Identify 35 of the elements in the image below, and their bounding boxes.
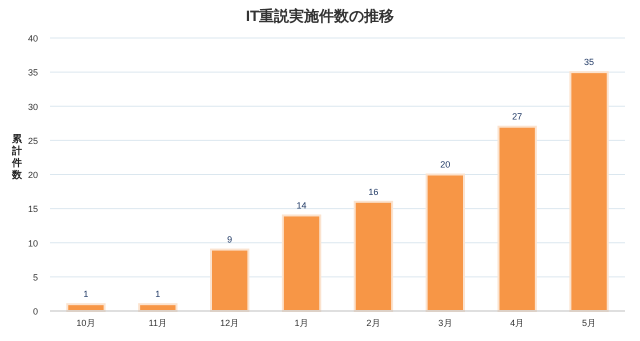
y-tick-label: 0: [32, 306, 38, 316]
data-label: 20: [440, 160, 450, 170]
bar: [138, 303, 178, 312]
data-label: 1: [83, 289, 88, 300]
data-label: 14: [296, 200, 307, 210]
y-axis-title: 累計件数: [11, 133, 23, 181]
x-tick-label: 2月: [366, 318, 380, 328]
data-label: 27: [512, 112, 522, 122]
y-tick-label: 5: [32, 272, 38, 282]
chart-title: IT重説実施件数の推移: [246, 7, 394, 25]
data-label: 9: [227, 234, 232, 245]
x-tick-label: 1月: [294, 318, 309, 328]
data-label: 1: [155, 289, 160, 300]
bar: [426, 174, 465, 312]
data-label: 35: [584, 57, 594, 68]
bar: [282, 214, 322, 312]
y-tick-label: 10: [28, 238, 38, 248]
y-tick-label: 20: [28, 170, 38, 180]
bar: [569, 71, 609, 312]
y-tick-label: 30: [28, 102, 38, 112]
x-tick-label: 3月: [438, 318, 452, 328]
x-tick-label: 11月: [148, 318, 167, 328]
x-tick-label: 12月: [220, 318, 240, 328]
bar: [498, 126, 537, 312]
y-tick-label: 35: [28, 68, 38, 78]
x-tick-label: 4月: [510, 318, 524, 328]
x-tick-label: 10月: [76, 318, 96, 328]
bar: [210, 248, 250, 312]
y-tick-label: 15: [28, 204, 38, 214]
y-tick-label: 25: [28, 136, 38, 146]
x-tick-label: 5月: [582, 318, 596, 328]
y-tick-label: 40: [28, 34, 38, 44]
bar: [354, 200, 394, 312]
bar: [66, 303, 106, 312]
data-label: 16: [368, 186, 378, 197]
